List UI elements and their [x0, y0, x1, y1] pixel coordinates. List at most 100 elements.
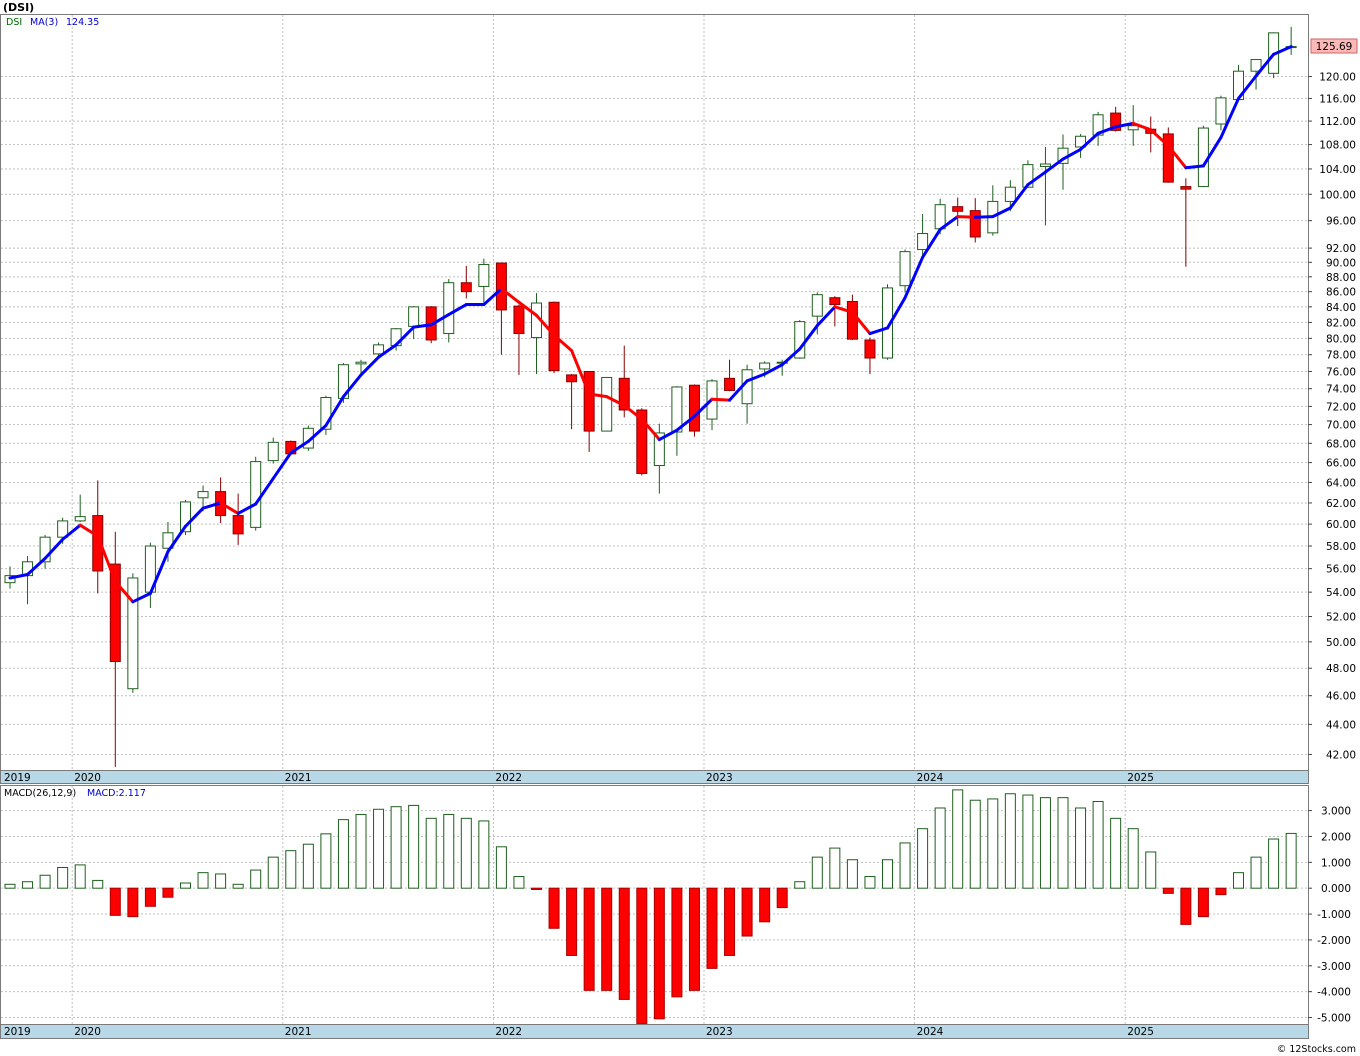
macd-bar — [1022, 794, 1034, 889]
macd-y-tick-label: 2.000 — [1321, 831, 1351, 843]
price-x-tick-label: 2023 — [706, 772, 733, 784]
macd-bar — [232, 883, 244, 889]
ma-segment — [780, 347, 802, 367]
macd-bar — [618, 887, 630, 1000]
ma-segment — [710, 397, 732, 402]
price-y-tick-label: 74.00 — [1326, 384, 1356, 396]
price-y-tick-label: 86.00 — [1326, 287, 1356, 299]
footer-copyright: © 12Stocks.com — [1277, 1044, 1356, 1055]
price-y-tick-label: 62.00 — [1326, 498, 1356, 510]
candle-body — [92, 515, 104, 572]
macd-bar — [724, 887, 736, 956]
ma-segment — [447, 303, 468, 317]
macd-bar — [355, 813, 367, 889]
price-y-tick-label: 64.00 — [1326, 477, 1356, 489]
macd-bar — [566, 887, 578, 956]
macd-bar — [899, 842, 911, 889]
price-x-tick-label: 2019 — [4, 772, 31, 784]
macd-bar — [4, 883, 16, 889]
macd-x-tick-label: 2020 — [74, 1026, 101, 1038]
candle-body — [180, 501, 191, 533]
macd-bar — [1162, 887, 1174, 894]
macd-bar — [829, 847, 841, 889]
ma-segment — [324, 395, 345, 428]
price-x-tick-label: 2020 — [74, 772, 101, 784]
candle-body — [57, 520, 69, 538]
candle-body — [846, 300, 858, 340]
macd-bar — [706, 887, 718, 969]
price-x-tick-label: 2024 — [917, 772, 944, 784]
candle-body — [829, 297, 841, 306]
ma-segment — [745, 372, 767, 383]
macd-bar — [1180, 887, 1192, 925]
candle-body — [109, 563, 121, 663]
ma-segment — [552, 333, 574, 353]
macd-bar — [671, 887, 683, 998]
candle-body — [478, 263, 490, 287]
price-y-tick-label: 66.00 — [1326, 458, 1356, 470]
ma-segment — [517, 300, 538, 317]
candle-body — [1215, 97, 1227, 125]
candle-body — [917, 233, 929, 251]
macd-bar — [39, 874, 51, 889]
candle-body — [1039, 163, 1051, 167]
macd-bar — [811, 856, 823, 889]
macd-bar — [390, 806, 402, 889]
ma-segment — [640, 417, 661, 442]
price-y-tick-label: 48.00 — [1326, 663, 1356, 675]
candle-body — [460, 282, 472, 293]
ma-segment — [1219, 96, 1240, 139]
price-y-tick-label: 76.00 — [1326, 366, 1356, 378]
ma-segment — [1254, 52, 1276, 78]
macd-bar — [1110, 817, 1122, 889]
macd-bars — [4, 789, 1297, 1025]
ma-segment — [61, 523, 82, 541]
candle-body — [618, 377, 630, 411]
ma-segment — [798, 324, 819, 351]
candle-body — [232, 515, 244, 535]
price-y-tick-label: 70.00 — [1326, 420, 1356, 432]
macd-y-tick-label: -1.000 — [1317, 909, 1351, 921]
ma-segment — [254, 476, 275, 506]
candle-body — [864, 339, 876, 359]
ma-segment — [973, 215, 995, 219]
ma-segment — [1079, 131, 1100, 151]
macd-bar — [495, 846, 507, 889]
ma-segment — [1272, 45, 1293, 56]
ma-segment — [1131, 121, 1153, 132]
candle-body — [197, 491, 209, 499]
candle-body — [513, 305, 525, 335]
price-y-tick-label: 108.00 — [1319, 140, 1356, 152]
macd-bar — [267, 856, 279, 889]
candle-body — [1180, 186, 1192, 190]
macd-bar — [882, 859, 893, 889]
macd-x-tick-label: 2021 — [285, 1026, 312, 1038]
ma-segment — [833, 305, 854, 314]
price-legend-ma-label: MA(3) — [30, 17, 58, 28]
macd-y-tick-label: -3.000 — [1317, 961, 1351, 973]
macd-bar — [776, 887, 788, 909]
ma-segment — [903, 255, 925, 300]
macd-bar — [513, 876, 525, 889]
candle-body — [583, 370, 595, 432]
macd-bar — [688, 887, 700, 991]
candle-body — [653, 432, 665, 467]
price-y-tick-label: 100.00 — [1319, 189, 1356, 201]
candle-body — [969, 210, 981, 238]
macd-bar — [794, 881, 806, 889]
candle-body — [127, 577, 139, 690]
ma-segment — [535, 313, 556, 337]
price-y-tick-label: 58.00 — [1326, 541, 1356, 553]
price-y-tick-label: 78.00 — [1326, 350, 1356, 362]
macd-bar — [636, 887, 648, 1025]
candle-body — [671, 386, 683, 433]
candle-body — [39, 536, 51, 563]
macd-bar — [443, 813, 455, 889]
ma-segment — [26, 556, 47, 576]
ma-segment — [131, 591, 152, 604]
price-x-axis: 2019 2020 2021 2022 2023 2024 2025 — [4, 772, 1154, 784]
ma-segment — [499, 287, 521, 304]
macd-bar — [969, 799, 981, 889]
macd-bar — [22, 881, 34, 889]
